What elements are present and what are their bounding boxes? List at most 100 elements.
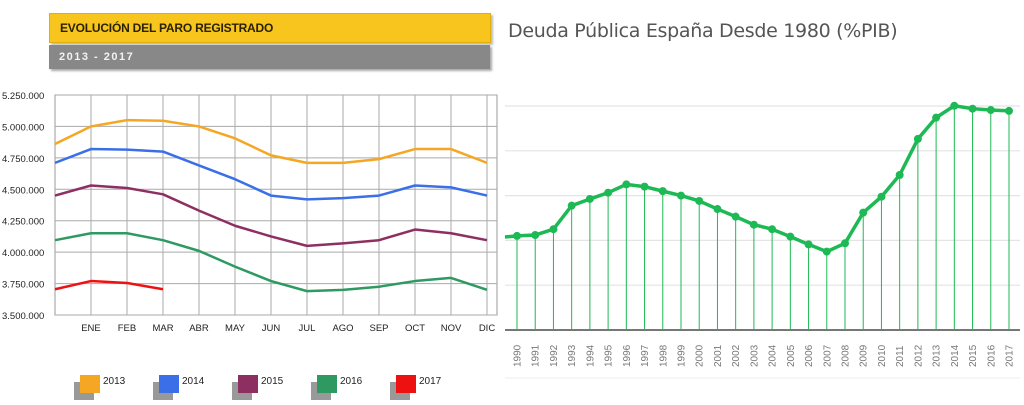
- x-tick-label: 2004: [768, 344, 779, 367]
- x-tick-label: 2006: [804, 344, 815, 367]
- series-line-2013: [54, 118, 488, 165]
- y-tick-label: 3.500.000: [2, 311, 44, 322]
- x-tick-label: DIC: [479, 323, 496, 334]
- y-tick-label: 4.000.000: [2, 248, 44, 259]
- data-point-1995: [604, 188, 613, 197]
- x-tick-label: OCT: [405, 323, 425, 334]
- x-tick-label: 2007: [822, 344, 833, 367]
- x-tick-label: MAR: [152, 323, 173, 334]
- data-point-1996: [622, 180, 631, 189]
- data-point-2010: [877, 192, 886, 201]
- x-tick-label: 2001: [713, 344, 724, 367]
- data-point-2001: [713, 205, 722, 214]
- data-point-2017: [1005, 106, 1013, 115]
- x-tick-label: 2000: [695, 344, 706, 367]
- data-point-1997: [640, 182, 649, 191]
- legend-label: 2014: [182, 376, 205, 387]
- y-tick-label: 5.000.000: [2, 122, 44, 133]
- debt-line: [504, 104, 1010, 254]
- x-tick-label: 2013: [932, 344, 943, 367]
- x-tick-label: 2009: [859, 344, 870, 367]
- data-point-1993: [567, 201, 576, 210]
- legend-swatch: [396, 375, 416, 393]
- data-point-2012: [913, 134, 922, 143]
- data-point-2004: [768, 225, 777, 234]
- x-tick-label: ENE: [81, 323, 101, 334]
- x-tick-label: 1999: [677, 344, 688, 367]
- legend-label: 2016: [340, 376, 363, 387]
- data-point-2015: [968, 104, 977, 113]
- data-point-1992: [549, 225, 558, 234]
- y-tick-label: 5.250.000: [2, 91, 44, 102]
- legend-item-2017: 2017: [390, 374, 470, 400]
- x-tick-label: 1996: [622, 344, 633, 367]
- x-tick-label: 2012: [913, 344, 924, 367]
- y-tick-label: 4.250.000: [2, 217, 44, 228]
- series-line-2017: [54, 279, 164, 291]
- left-plot-area: [54, 94, 498, 316]
- x-tick-label: 2017: [1005, 344, 1016, 367]
- data-point-2002: [731, 212, 740, 221]
- x-tick-label: 2011: [895, 345, 906, 367]
- legend-swatch: [80, 375, 100, 393]
- data-point-2009: [859, 208, 868, 217]
- x-tick-label: NOV: [441, 323, 462, 334]
- data-point-2003: [749, 220, 758, 229]
- data-point-2006: [804, 240, 813, 249]
- x-tick-label: 1998: [658, 344, 669, 367]
- x-tick-label: 1992: [549, 344, 560, 367]
- data-point-2013: [932, 113, 941, 122]
- x-tick-label: FEB: [118, 323, 136, 334]
- legend-item-2014: 2014: [153, 374, 233, 400]
- data-point-1990: [513, 231, 521, 240]
- x-tick-label: AGO: [332, 323, 353, 334]
- legend-swatch: [238, 375, 258, 393]
- left-chart-subtitle: 2013 - 2017: [59, 51, 135, 63]
- legend-label: 2015: [261, 376, 284, 387]
- legend-label: 2017: [419, 376, 442, 387]
- data-point-1999: [677, 191, 685, 200]
- x-tick-label: JUN: [262, 323, 281, 334]
- x-tick-label: 2016: [986, 344, 997, 367]
- y-tick-label: 3.750.000: [2, 280, 44, 291]
- data-point-1998: [658, 187, 667, 196]
- legend-item-2013: 2013: [74, 374, 154, 400]
- x-tick-label: MAY: [225, 323, 246, 334]
- x-tick-label: 2015: [968, 344, 979, 367]
- x-tick-label: 1997: [640, 344, 651, 367]
- x-tick-label: 1993: [567, 344, 578, 367]
- x-tick-label: SEP: [369, 323, 388, 334]
- x-tick-label: 2002: [731, 344, 742, 367]
- x-tick-label: JUL: [299, 323, 316, 334]
- y-tick-label: 4.500.000: [2, 185, 44, 196]
- x-tick-label: 2014: [950, 344, 961, 367]
- data-point-2005: [786, 232, 795, 241]
- data-point-2000: [695, 196, 704, 205]
- legend-swatch: [317, 375, 337, 393]
- x-tick-label: 2003: [749, 344, 760, 367]
- x-tick-label: ABR: [189, 323, 209, 334]
- legend-item-2015: 2015: [232, 374, 312, 400]
- legend-label: 2013: [103, 376, 126, 387]
- left-chart-title-bar: EVOLUCIÓN DEL PARO REGISTRADO: [49, 13, 491, 43]
- left-chart-title: EVOLUCIÓN DEL PARO REGISTRADO: [60, 21, 274, 35]
- data-point-1991: [531, 231, 540, 240]
- x-tick-label: 2008: [841, 344, 852, 367]
- x-tick-label: 2005: [786, 344, 797, 367]
- series-line-2016: [54, 232, 488, 293]
- data-point-2011: [895, 170, 904, 179]
- data-point-2016: [986, 106, 995, 115]
- right-chart-title: Deuda Pública España Desde 1980 (%PIB): [508, 20, 898, 42]
- left-chart-subtitle-bar: 2013 - 2017: [49, 45, 490, 69]
- x-tick-label: 2010: [877, 344, 888, 367]
- data-point-2008: [841, 239, 849, 248]
- x-tick-label: 1995: [604, 344, 615, 367]
- y-tick-label: 4.750.000: [2, 154, 44, 165]
- x-tick-label: 1994: [585, 344, 596, 367]
- legend-item-2016: 2016: [311, 374, 391, 400]
- data-point-1994: [585, 194, 594, 203]
- series-line-2014: [54, 147, 488, 201]
- x-tick-label: 1990: [513, 344, 524, 367]
- data-point-2014: [950, 101, 959, 110]
